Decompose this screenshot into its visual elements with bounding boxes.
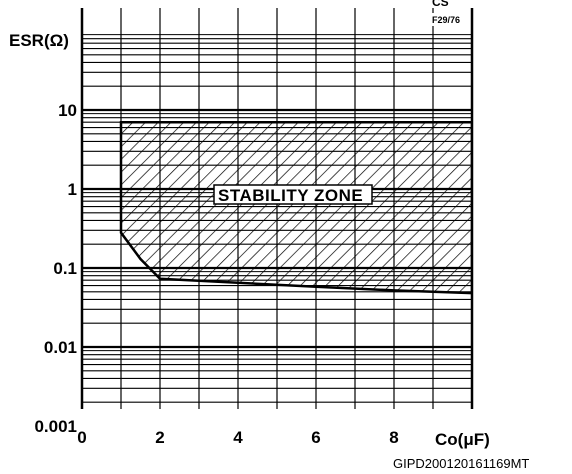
y-tick-label: 0.1 <box>53 259 77 278</box>
zone-label-box <box>213 184 373 205</box>
x-tick-label: 0 <box>77 428 86 447</box>
zone-label-group: STABILITY ZONE <box>213 184 373 205</box>
x-tick-labels: 0 2 4 6 8 <box>77 428 398 447</box>
plot-frame <box>80 8 474 409</box>
zone-label: STABILITY ZONE <box>218 186 363 205</box>
y-tick-labels: 10 1 0.1 0.01 0.001 <box>34 101 77 436</box>
figure-code: GIPD200120161169MT <box>393 456 529 471</box>
y-tick-label: 1 <box>68 180 77 199</box>
y-tick-label: 0.01 <box>44 338 77 357</box>
y-axis-label: ESR(Ω) <box>9 31 69 50</box>
x-tick-label: 8 <box>389 428 398 447</box>
x-tick-label: 2 <box>155 428 164 447</box>
corner-label: CS <box>432 0 449 9</box>
corner-code-box <box>430 13 470 26</box>
x-axis-label: Co(μF) <box>435 430 490 449</box>
x-tick-label: 6 <box>311 428 320 447</box>
x-tick-label: 4 <box>233 428 243 447</box>
corner-code: F29/76 <box>432 15 460 25</box>
y-tick-label: 0.001 <box>34 417 77 436</box>
y-tick-label: 10 <box>58 101 77 120</box>
stability-zone-area <box>119 120 472 295</box>
